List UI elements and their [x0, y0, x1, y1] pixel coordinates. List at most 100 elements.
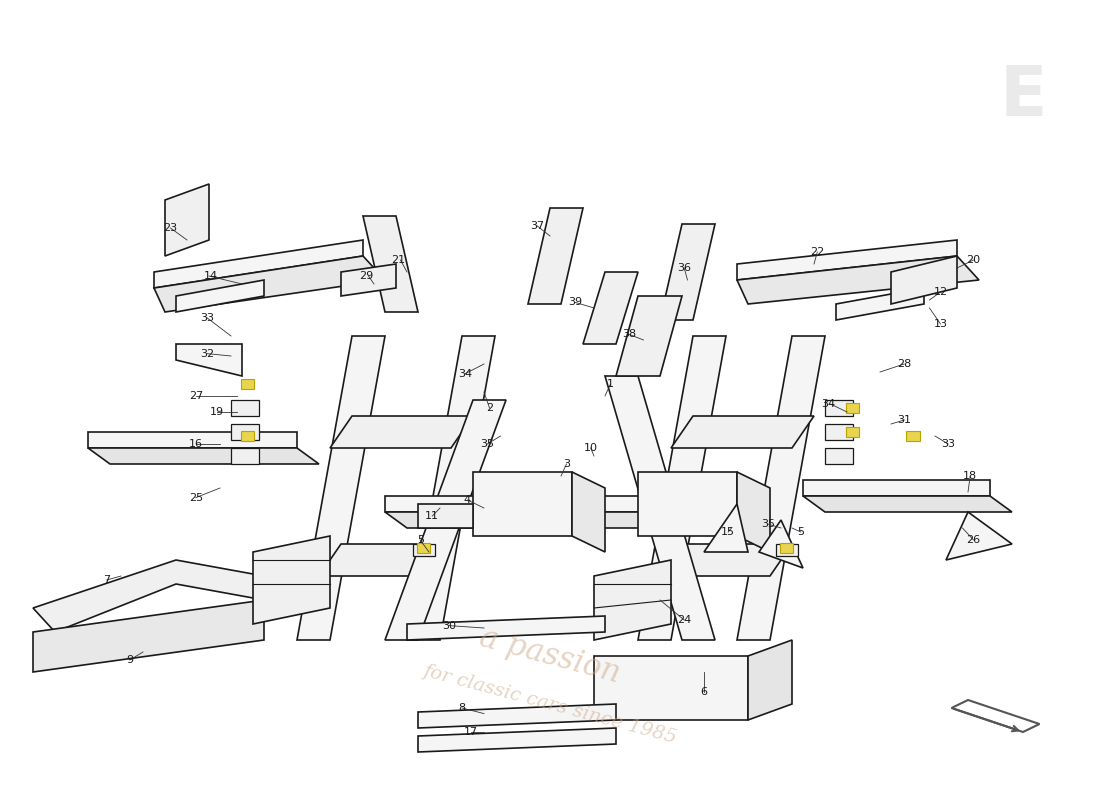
Polygon shape [891, 256, 957, 304]
Polygon shape [704, 504, 748, 552]
Bar [231, 448, 258, 464]
Polygon shape [385, 496, 737, 512]
Bar [780, 543, 793, 553]
Polygon shape [803, 480, 990, 496]
Bar [241, 379, 254, 389]
Polygon shape [154, 256, 385, 312]
Polygon shape [671, 416, 814, 448]
Text: 7: 7 [103, 575, 110, 585]
Polygon shape [33, 560, 264, 632]
Polygon shape [660, 544, 792, 576]
Text: 33: 33 [200, 313, 213, 322]
Text: 12: 12 [934, 287, 947, 297]
Polygon shape [341, 264, 396, 296]
Text: 21: 21 [392, 255, 405, 265]
Text: a passion: a passion [476, 622, 624, 690]
Text: 10: 10 [584, 443, 597, 453]
Bar [241, 431, 254, 441]
Polygon shape [748, 640, 792, 720]
Polygon shape [583, 272, 638, 344]
Text: 18: 18 [964, 471, 977, 481]
Polygon shape [594, 560, 671, 640]
Polygon shape [737, 472, 770, 552]
Text: 1: 1 [607, 379, 614, 389]
Polygon shape [594, 656, 748, 720]
Polygon shape [33, 600, 264, 672]
Polygon shape [660, 224, 715, 320]
Text: 26: 26 [967, 535, 980, 545]
Text: 35: 35 [481, 439, 494, 449]
Polygon shape [473, 472, 572, 536]
Polygon shape [418, 704, 616, 728]
Text: 22: 22 [811, 247, 824, 257]
Bar [846, 427, 859, 437]
Polygon shape [528, 208, 583, 304]
Text: 14: 14 [205, 271, 218, 281]
Polygon shape [803, 496, 1012, 512]
Polygon shape [638, 472, 737, 536]
Text: 36: 36 [678, 263, 691, 273]
Text: 30: 30 [442, 621, 455, 630]
Bar [825, 400, 852, 416]
Polygon shape [176, 344, 242, 376]
Bar [846, 403, 859, 413]
Polygon shape [176, 280, 264, 312]
Text: 17: 17 [464, 727, 477, 737]
Bar [825, 448, 852, 464]
Text: 28: 28 [898, 359, 911, 369]
Text: 5: 5 [417, 535, 424, 545]
Text: 37: 37 [530, 221, 543, 230]
Polygon shape [297, 336, 385, 640]
Polygon shape [253, 536, 330, 624]
Bar [825, 424, 852, 440]
Text: 32: 32 [200, 349, 213, 358]
Bar [906, 431, 920, 441]
Text: 6: 6 [701, 687, 707, 697]
Polygon shape [363, 216, 418, 312]
Polygon shape [605, 376, 715, 640]
Text: 35: 35 [761, 519, 774, 529]
Text: 29: 29 [360, 271, 373, 281]
Text: 19: 19 [210, 407, 223, 417]
Polygon shape [407, 336, 495, 640]
Text: 8: 8 [459, 703, 465, 713]
Polygon shape [385, 512, 759, 528]
Text: 34: 34 [459, 369, 472, 378]
Text: 25: 25 [189, 493, 202, 502]
Text: 33: 33 [942, 439, 955, 449]
Polygon shape [418, 504, 473, 528]
Polygon shape [88, 448, 319, 464]
Bar [412, 544, 434, 556]
Polygon shape [737, 336, 825, 640]
Text: 9: 9 [126, 655, 133, 665]
Text: 13: 13 [934, 319, 947, 329]
Text: 15: 15 [722, 527, 735, 537]
Polygon shape [385, 400, 506, 640]
Text: 24: 24 [678, 615, 691, 625]
Bar [776, 544, 798, 556]
Polygon shape [737, 240, 957, 280]
Text: for classic cars since 1985: for classic cars since 1985 [421, 662, 679, 746]
Text: 31: 31 [898, 415, 911, 425]
Polygon shape [737, 256, 979, 304]
Polygon shape [165, 184, 209, 256]
Polygon shape [330, 416, 473, 448]
Bar [231, 400, 258, 416]
Text: 16: 16 [189, 439, 202, 449]
Polygon shape [407, 616, 605, 640]
Text: 27: 27 [189, 391, 202, 401]
Text: E: E [999, 62, 1047, 130]
Text: 11: 11 [426, 511, 439, 521]
Polygon shape [572, 472, 605, 552]
Polygon shape [418, 728, 616, 752]
Polygon shape [616, 296, 682, 376]
Polygon shape [88, 432, 297, 448]
Polygon shape [319, 544, 451, 576]
Text: 2: 2 [486, 403, 493, 413]
Text: 23: 23 [164, 223, 177, 233]
Polygon shape [154, 240, 363, 288]
Bar [417, 543, 430, 553]
Text: 3: 3 [563, 459, 570, 469]
Text: 39: 39 [569, 298, 582, 307]
Bar [231, 424, 258, 440]
